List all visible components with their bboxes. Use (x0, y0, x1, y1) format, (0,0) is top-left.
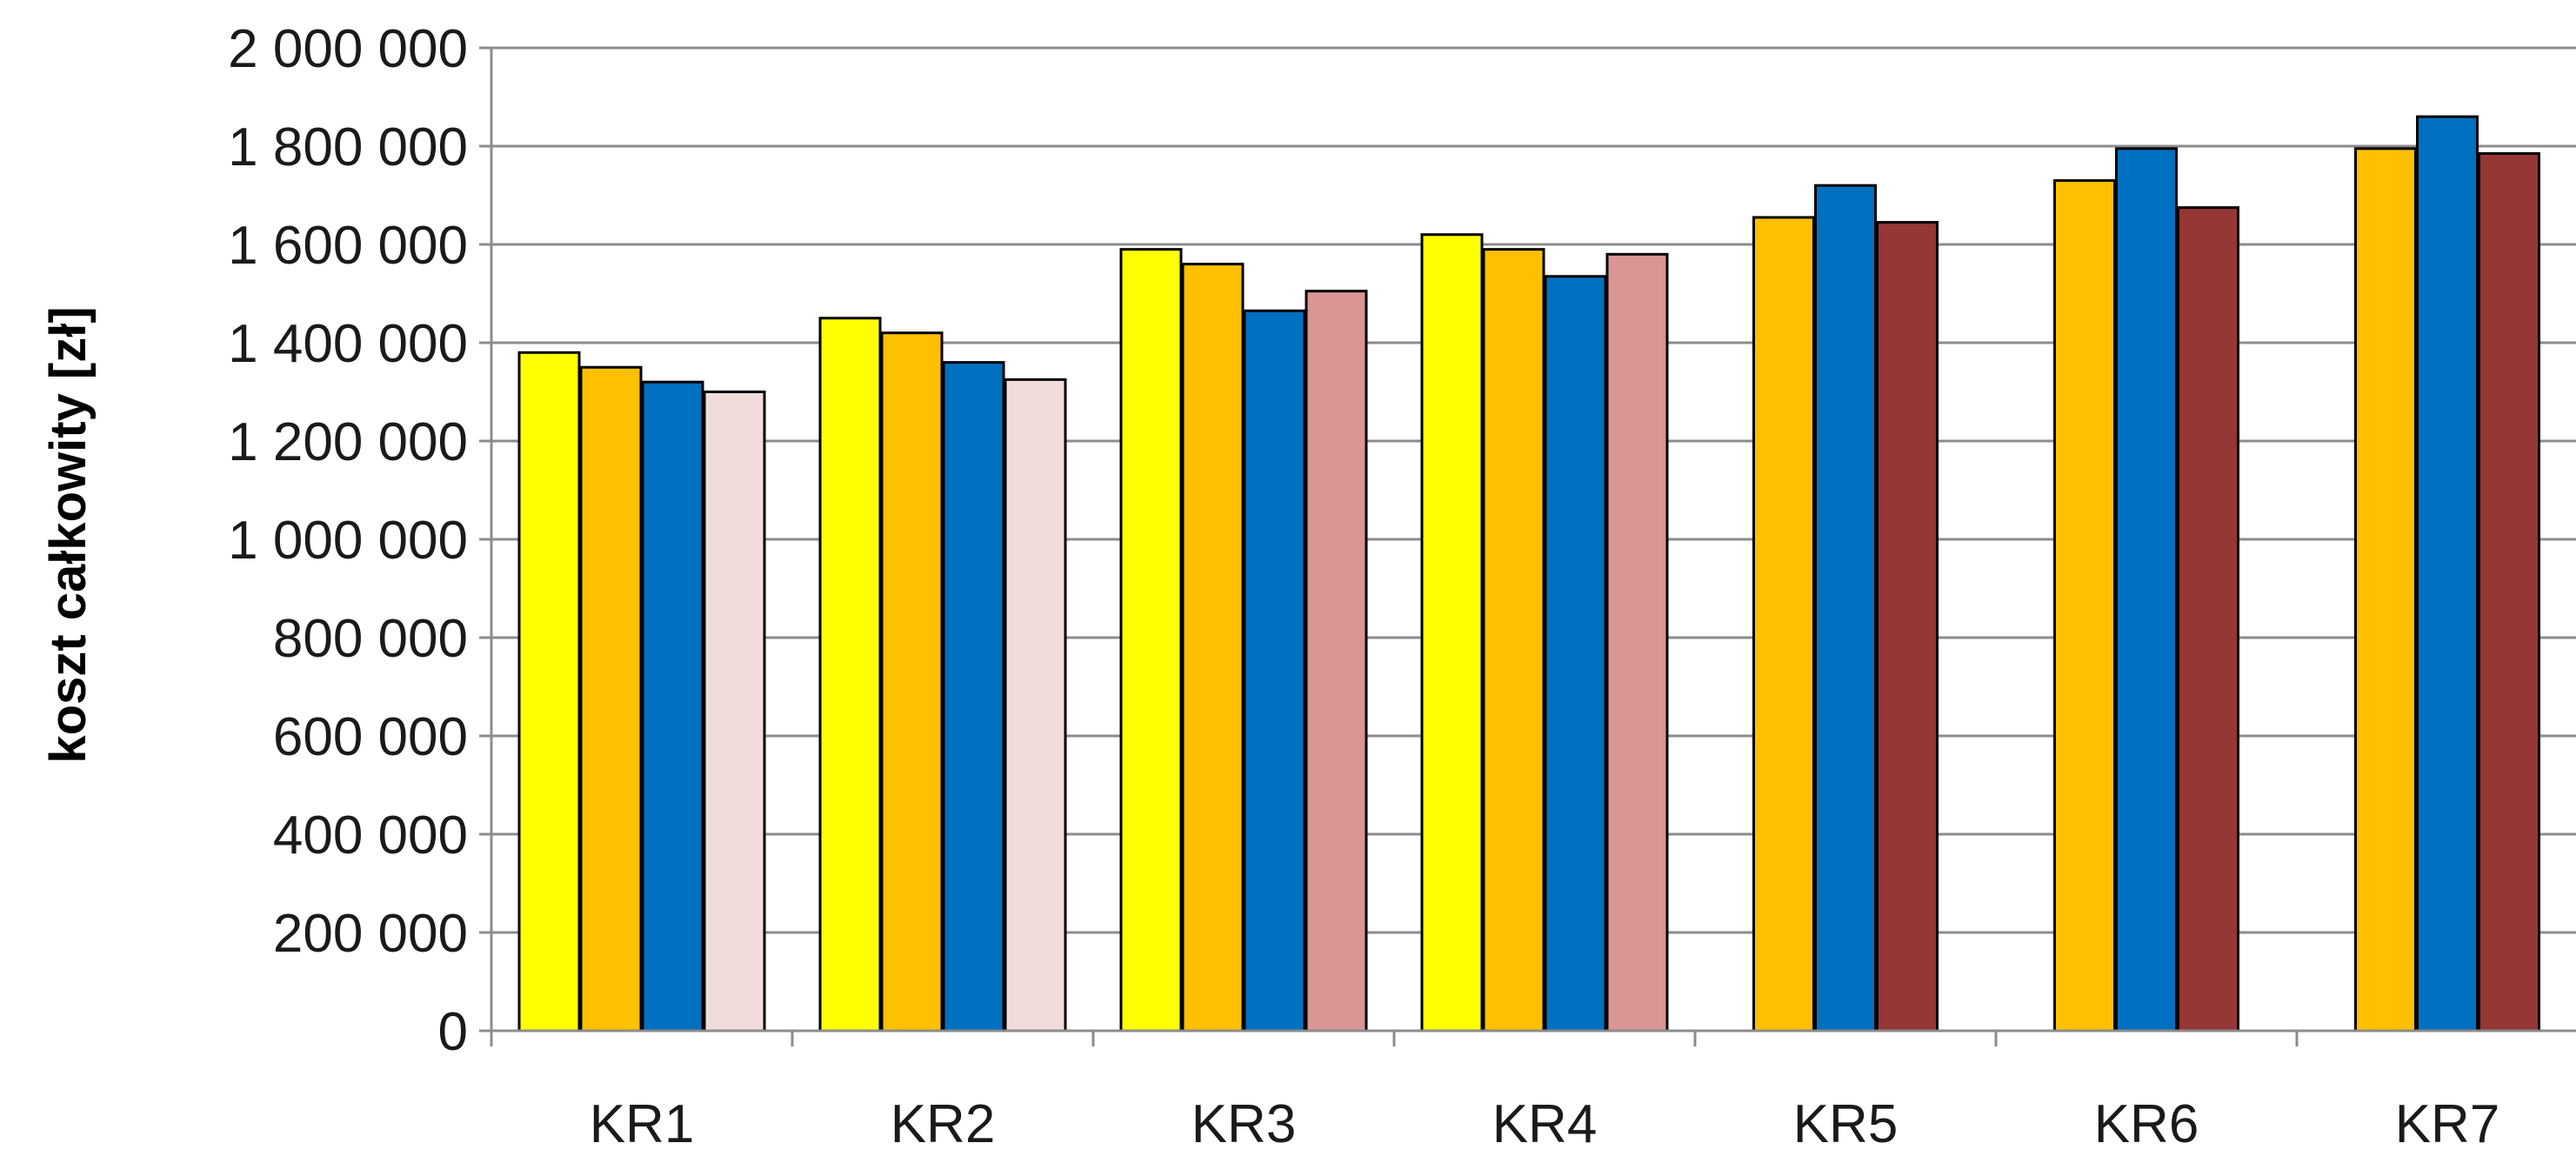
bar-kr7-series-6 (2478, 151, 2540, 1033)
bar-kr7-series-3 (2416, 115, 2479, 1033)
x-tick-label: KR2 (891, 1094, 996, 1154)
bar-kr5-series-6 (1876, 221, 1939, 1033)
y-tick-label: 1 800 000 (228, 117, 468, 177)
y-axis-title: koszt całkowity [zł] (40, 306, 97, 763)
bar-kr5-series-2 (1752, 216, 1815, 1033)
y-tick-label: 800 000 (273, 609, 468, 669)
bar-kr7-series-2 (2354, 147, 2417, 1033)
y-tick-label: 0 (438, 1002, 468, 1062)
bar-kr2-series-3 (942, 361, 1005, 1033)
y-tick-label: 1 000 000 (228, 511, 468, 571)
y-tick-labels: 0 200 000 400 000 600 000 800 000 1 000 000 1 … (228, 19, 468, 1062)
y-tick-label: 1 400 000 (228, 314, 468, 374)
x-tick-label: KR7 (2395, 1094, 2500, 1154)
x-tick-label: KR6 (2094, 1094, 2199, 1154)
bar-kr1-series-1 (517, 351, 581, 1033)
bar-kr4-series-1 (1420, 233, 1484, 1033)
bar-kr4-series-5 (1605, 252, 1669, 1033)
bar-kr4-series-3 (1544, 275, 1607, 1033)
bar-kr2-series-1 (818, 317, 882, 1033)
bar-kr1-series-4 (703, 391, 766, 1033)
y-tick-label: 1 200 000 (228, 412, 468, 472)
bar-kr4-series-2 (1482, 248, 1545, 1033)
bar-kr3-series-2 (1181, 263, 1245, 1033)
y-tick-label: 1 600 000 (228, 216, 468, 276)
x-tick-label: KR3 (1191, 1094, 1297, 1154)
bar-kr6-series-3 (2115, 147, 2178, 1033)
y-tick-label: 600 000 (273, 707, 468, 767)
y-tick-label: 200 000 (273, 904, 468, 964)
bar-kr1-series-2 (579, 365, 643, 1033)
x-tick-label: KR5 (1793, 1094, 1899, 1154)
bars (517, 115, 2540, 1033)
y-tick-label: 400 000 (273, 805, 468, 866)
bar-kr6-series-2 (2053, 179, 2116, 1033)
bar-kr3-series-3 (1243, 309, 1306, 1033)
axes (479, 46, 2576, 1046)
bar-kr5-series-3 (1814, 184, 1877, 1033)
bar-kr6-series-6 (2177, 206, 2239, 1033)
bar-kr3-series-5 (1305, 290, 1368, 1033)
bar-kr2-series-4 (1004, 378, 1067, 1033)
x-tick-label: KR1 (590, 1094, 695, 1154)
x-tick-label: KR4 (1492, 1094, 1598, 1154)
bar-kr3-series-1 (1119, 248, 1183, 1033)
y-tick-label: 2 000 000 (228, 19, 468, 79)
x-tick-labels: KR1 KR2 KR3 KR4 KR5 KR6 KR7 (590, 1094, 2500, 1154)
bar-kr2-series-2 (880, 331, 944, 1033)
bar-kr1-series-3 (641, 380, 704, 1033)
